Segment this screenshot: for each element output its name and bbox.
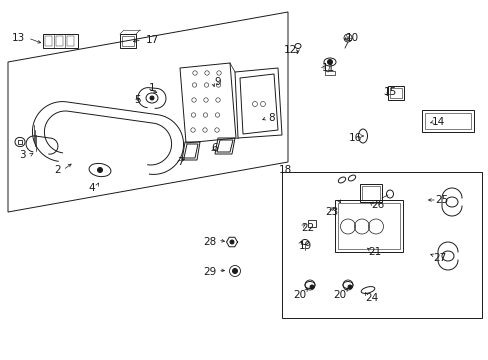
Text: 28: 28 xyxy=(203,237,216,247)
Circle shape xyxy=(229,240,234,244)
Text: 15: 15 xyxy=(383,87,396,97)
Text: 21: 21 xyxy=(367,247,381,257)
Bar xyxy=(122,36,134,46)
Text: 20: 20 xyxy=(333,290,346,300)
Bar xyxy=(45,36,52,46)
Text: 23: 23 xyxy=(325,207,338,217)
Bar xyxy=(387,86,403,100)
Bar xyxy=(307,220,315,227)
Bar xyxy=(56,36,63,46)
Text: 6: 6 xyxy=(211,143,218,153)
Text: 22: 22 xyxy=(301,223,314,233)
Bar xyxy=(67,36,74,46)
Bar xyxy=(389,88,401,98)
Text: 12: 12 xyxy=(283,45,296,55)
Text: 27: 27 xyxy=(432,253,446,263)
Text: 18: 18 xyxy=(278,165,291,175)
Text: 24: 24 xyxy=(365,293,378,303)
Text: 1: 1 xyxy=(148,83,155,93)
Text: 16: 16 xyxy=(347,133,361,143)
Circle shape xyxy=(150,96,154,100)
Circle shape xyxy=(97,167,102,172)
Text: 26: 26 xyxy=(370,200,384,210)
Text: 7: 7 xyxy=(176,157,183,167)
Text: 25: 25 xyxy=(434,195,447,205)
Text: 20: 20 xyxy=(293,290,306,300)
Text: 3: 3 xyxy=(19,150,25,160)
Circle shape xyxy=(327,59,332,64)
Bar xyxy=(359,184,381,202)
Text: 11: 11 xyxy=(321,63,334,73)
Bar xyxy=(424,113,470,129)
Bar xyxy=(43,34,78,48)
Text: 13: 13 xyxy=(11,33,24,43)
Bar xyxy=(421,110,473,132)
Text: 29: 29 xyxy=(203,267,216,277)
Circle shape xyxy=(232,269,237,274)
Bar xyxy=(337,203,399,249)
Text: 4: 4 xyxy=(88,183,95,193)
Text: 5: 5 xyxy=(134,95,141,105)
Bar xyxy=(334,200,402,252)
Text: 17: 17 xyxy=(145,35,158,45)
Text: 14: 14 xyxy=(430,117,444,127)
Text: 10: 10 xyxy=(345,33,358,43)
Bar xyxy=(325,71,334,75)
Text: 8: 8 xyxy=(268,113,275,123)
Text: 19: 19 xyxy=(298,241,311,251)
Text: 2: 2 xyxy=(55,165,61,175)
Bar xyxy=(361,186,379,200)
Text: 9: 9 xyxy=(214,77,221,87)
Circle shape xyxy=(347,285,351,289)
Bar xyxy=(120,34,136,48)
Circle shape xyxy=(309,285,313,289)
